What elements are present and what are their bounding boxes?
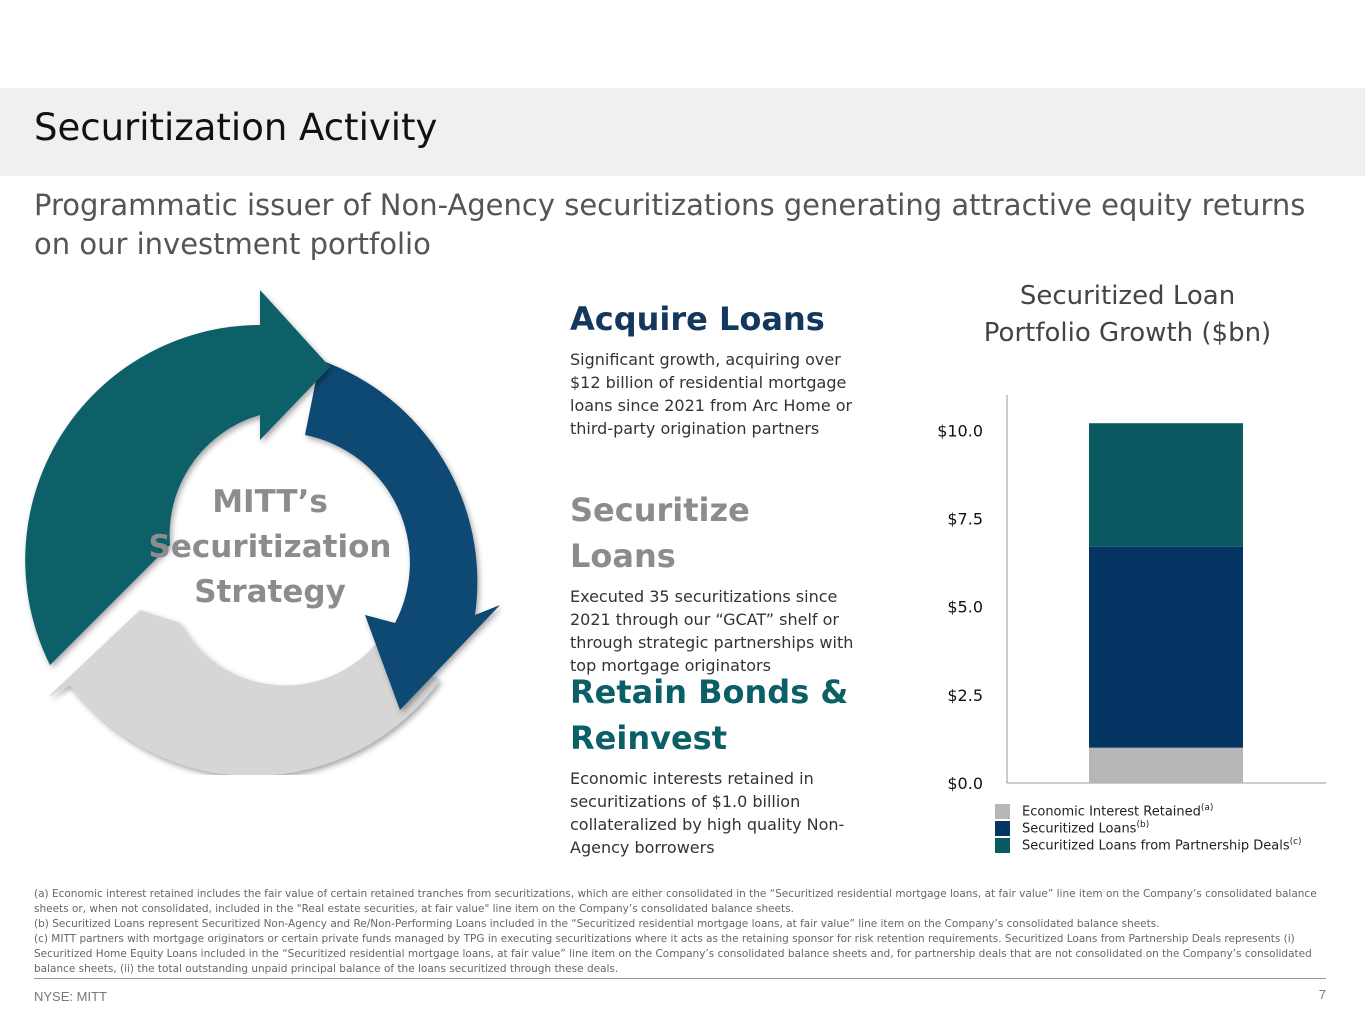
step-heading: Acquire Loans bbox=[570, 300, 825, 338]
step-securitize-loans: Securitize Loans Executed 35 securitizat… bbox=[570, 487, 860, 677]
legend-label: Economic Interest Retained(a) bbox=[1022, 803, 1214, 820]
y-tick-label: $10.0 bbox=[937, 421, 983, 440]
step-heading: Securitize Loans bbox=[570, 491, 750, 575]
legend-swatch bbox=[995, 804, 1010, 819]
page-title: Securitization Activity bbox=[34, 106, 438, 149]
portfolio-growth-chart: $0.0 $2.5 $5.0 $7.5 $10.0 bbox=[937, 395, 1326, 793]
step-body: Economic interests retained in securitiz… bbox=[570, 769, 845, 857]
legend-label: Securitized Loans from Partnership Deals… bbox=[1022, 837, 1302, 854]
y-tick-label: $0.0 bbox=[947, 774, 983, 793]
y-tick-label: $7.5 bbox=[947, 509, 983, 528]
footnote-b: (b) Securitized Loans represent Securiti… bbox=[34, 918, 1160, 930]
cycle-arrow-retain bbox=[48, 610, 440, 775]
page-number: 7 bbox=[1318, 987, 1326, 1002]
legend-item: Securitized Loans(b) bbox=[995, 820, 1302, 837]
title-band bbox=[0, 88, 1365, 176]
cycle-label-line-2: Securitization bbox=[148, 529, 392, 565]
footnote-c: (c) MITT partners with mortgage originat… bbox=[34, 933, 1312, 975]
cycle-label-line-1: MITT’s bbox=[212, 484, 328, 520]
y-tick-label: $2.5 bbox=[947, 686, 983, 705]
legend-footnote-marker: (c) bbox=[1289, 837, 1302, 848]
legend-item: Securitized Loans from Partnership Deals… bbox=[995, 837, 1302, 854]
footnotes: (a) Economic interest retained includes … bbox=[34, 887, 1329, 977]
bar-segment bbox=[1089, 423, 1243, 547]
footer-divider bbox=[34, 978, 1326, 979]
page-subtitle: Programmatic issuer of Non-Agency securi… bbox=[34, 188, 1306, 261]
securitization-cycle-diagram bbox=[25, 290, 500, 775]
legend-swatch bbox=[995, 821, 1010, 836]
step-body: Executed 35 securitizations since 2021 t… bbox=[570, 587, 854, 675]
legend-footnote-marker: (b) bbox=[1136, 820, 1150, 831]
legend-footnote-marker: (a) bbox=[1200, 803, 1214, 814]
cycle-label-line-3: Strategy bbox=[194, 574, 346, 610]
legend-swatch bbox=[995, 838, 1010, 853]
bar-segment bbox=[1089, 747, 1243, 783]
chart-title: Securitized Loan Portfolio Growth ($bn) bbox=[983, 281, 1272, 348]
y-tick-label: $5.0 bbox=[947, 598, 983, 617]
bar-segment bbox=[1089, 546, 1243, 748]
legend-label: Securitized Loans(b) bbox=[1022, 820, 1150, 837]
legend-item: Economic Interest Retained(a) bbox=[995, 803, 1302, 820]
ticker-label: NYSE: MITT bbox=[34, 989, 107, 1004]
step-retain-bonds: Retain Bonds & Reinvest Economic interes… bbox=[570, 669, 860, 859]
cycle-center-label: MITT’s Securitization Strategy bbox=[130, 480, 410, 615]
step-heading: Retain Bonds & Reinvest bbox=[570, 673, 849, 757]
step-acquire-loans: Acquire Loans Significant growth, acquir… bbox=[570, 296, 860, 440]
cycle-arrow-acquire bbox=[25, 290, 331, 665]
step-body: Significant growth, acquiring over $12 b… bbox=[570, 350, 853, 438]
footnote-a: (a) Economic interest retained includes … bbox=[34, 888, 1317, 915]
cycle-arrow-securitize bbox=[305, 360, 500, 710]
chart-legend: Economic Interest Retained(a) Securitized… bbox=[995, 803, 1302, 854]
